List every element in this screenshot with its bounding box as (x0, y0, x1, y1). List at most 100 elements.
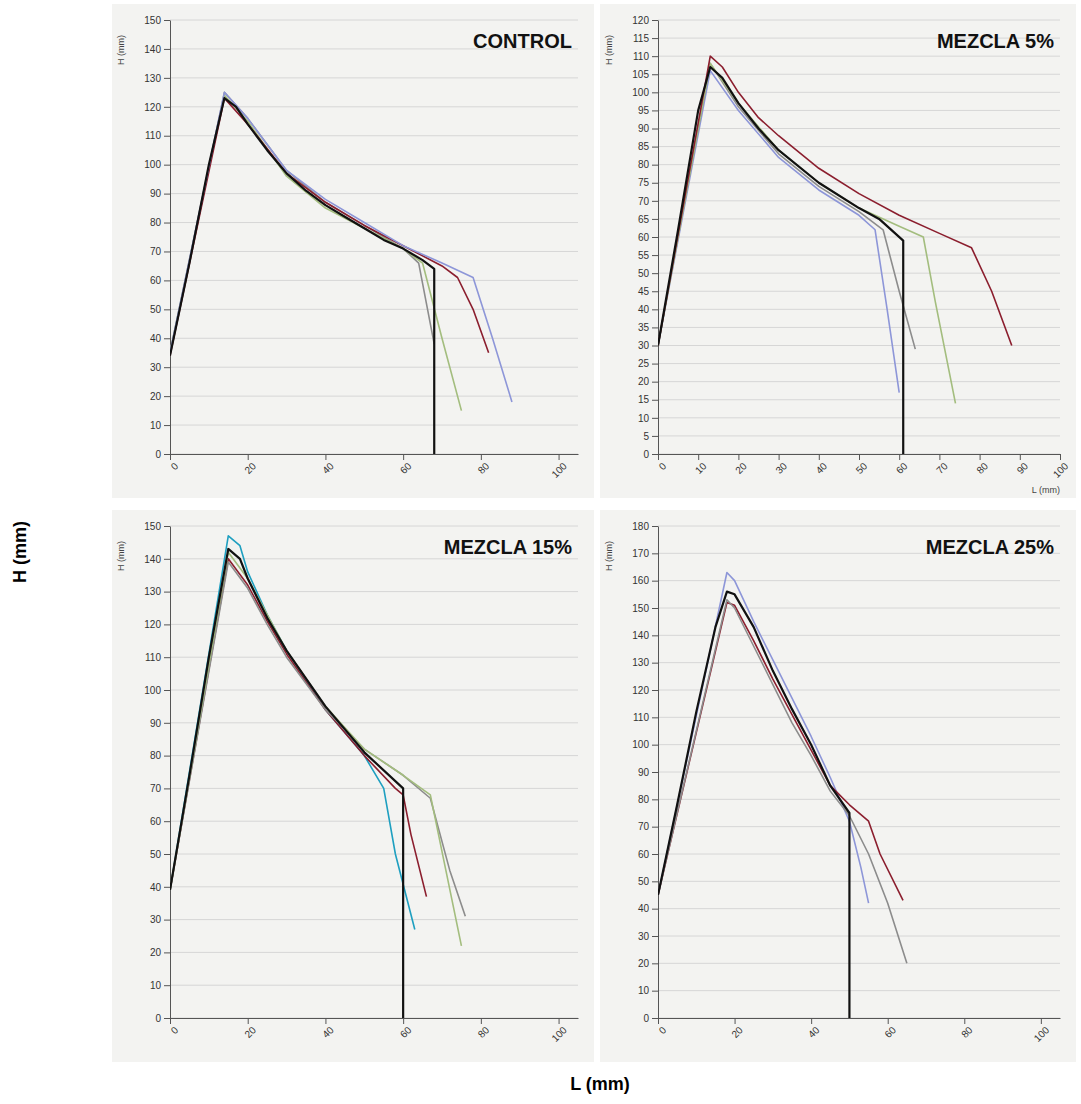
curve (658, 572, 869, 903)
y-tick-mark (652, 772, 658, 773)
grid-line (658, 717, 1060, 718)
y-tick-mark (652, 827, 658, 828)
y-tick-mark (652, 364, 658, 365)
curve (658, 67, 903, 454)
y-axis-line (658, 21, 659, 455)
grid-line (170, 367, 578, 368)
x-tick: 100 (1051, 454, 1071, 480)
y-tick: 130 (144, 73, 170, 84)
y-tick-mark (652, 581, 658, 582)
y-tick: 75 (638, 177, 658, 188)
x-tick-mark (481, 1018, 482, 1024)
curve (658, 603, 903, 901)
y-tick-label: 55 (638, 250, 650, 261)
y-tick-mark (652, 291, 658, 292)
grid-line (658, 435, 1060, 436)
figure-y-label: H (mm) (10, 521, 30, 583)
y-tick-mark (652, 526, 658, 527)
y-tick-mark (652, 110, 658, 111)
y-axis: 0510152025303540455055606570758085909510… (632, 15, 658, 460)
grid-line (658, 345, 1060, 346)
x-tick-mark (559, 454, 560, 460)
y-tick-label: 35 (638, 322, 650, 333)
y-tick: 55 (638, 250, 658, 261)
x-tick-label: 90 (1015, 460, 1031, 476)
x-tick: 100 (1032, 1018, 1052, 1044)
y-tick-mark (652, 255, 658, 256)
x-tick-label: 20 (242, 1024, 258, 1040)
x-axis: 0102030405060708090100 (657, 454, 1071, 480)
y-tick: 0 (643, 1013, 658, 1024)
x-tick-label: 40 (806, 1024, 822, 1040)
y-tick-label: 10 (150, 980, 162, 991)
panel-title: MEZCLA 25% (926, 536, 1054, 558)
y-tick-mark (652, 201, 658, 202)
y-tick: 150 (144, 521, 170, 532)
y-tick-mark (164, 309, 170, 310)
grid-line (658, 662, 1060, 663)
x-tick-mark (1020, 454, 1021, 460)
y-tick-label: 40 (150, 333, 162, 344)
y-tick-label: 100 (144, 685, 161, 696)
panel: 0102030405060708090100110120130140150020… (112, 510, 594, 1062)
y-tick: 40 (638, 903, 658, 914)
grid-line (658, 291, 1060, 292)
grid-line (658, 218, 1060, 219)
y-tick: 100 (144, 685, 170, 696)
y-tick-label: 30 (150, 914, 162, 925)
x-tick-label: 10 (693, 460, 709, 476)
y-tick-label: 30 (638, 931, 650, 942)
y-tick: 10 (150, 420, 170, 431)
grid-line (658, 826, 1060, 827)
y-tick-mark (652, 382, 658, 383)
grid-line (658, 110, 1060, 111)
grid-line (170, 657, 578, 658)
y-tick: 45 (638, 286, 658, 297)
x-tick-label: 30 (773, 460, 789, 476)
y-tick-label: 90 (150, 718, 162, 729)
y-tick-label: 115 (633, 33, 649, 44)
y-tick-mark (164, 136, 170, 137)
y-tick-mark (652, 237, 658, 238)
x-tick-label: 70 (934, 460, 950, 476)
grid-line (170, 338, 578, 339)
x-tick: 40 (320, 1018, 336, 1040)
curve (658, 600, 907, 964)
y-tick-label: 100 (144, 159, 161, 170)
x-tick: 60 (398, 1018, 414, 1040)
x-axis-line (659, 1018, 1061, 1019)
y-tick: 5 (643, 431, 658, 442)
y-tick-label: 120 (144, 619, 161, 630)
grid-line (658, 881, 1060, 882)
x-tick-mark (964, 1018, 965, 1024)
y-tick: 150 (632, 603, 658, 614)
y-tick-label: 150 (144, 521, 161, 532)
y-tick-mark (164, 756, 170, 757)
panel: 0510152025303540455055606570758085909510… (600, 4, 1076, 498)
grid-line (658, 92, 1060, 93)
y-tick-label: 50 (638, 876, 650, 887)
y-tick-label: 110 (145, 652, 161, 663)
x-tick: 40 (320, 454, 336, 476)
x-tick-label: 0 (657, 460, 669, 472)
panel-background (112, 510, 594, 1062)
y-tick: 20 (150, 947, 170, 958)
y-tick: 180 (632, 521, 658, 532)
x-axis: 020406080100 (169, 454, 579, 480)
x-tick-label: 60 (398, 460, 414, 476)
x-tick-label: 60 (894, 460, 910, 476)
y-tick: 90 (638, 123, 658, 134)
grid-line (170, 164, 578, 165)
grid-line (658, 963, 1060, 964)
y-tick-label: 80 (638, 794, 650, 805)
y-tick-label: 50 (150, 304, 162, 315)
y-tick: 120 (632, 15, 658, 26)
curve (170, 562, 465, 916)
x-tick-mark (170, 1018, 171, 1024)
y-tick-label: 20 (638, 376, 650, 387)
y-tick-mark (164, 454, 170, 455)
y-tick-label: 150 (144, 15, 161, 26)
x-tick-label: 80 (476, 1024, 492, 1040)
grid-line (170, 788, 578, 789)
grid-line (170, 854, 578, 855)
